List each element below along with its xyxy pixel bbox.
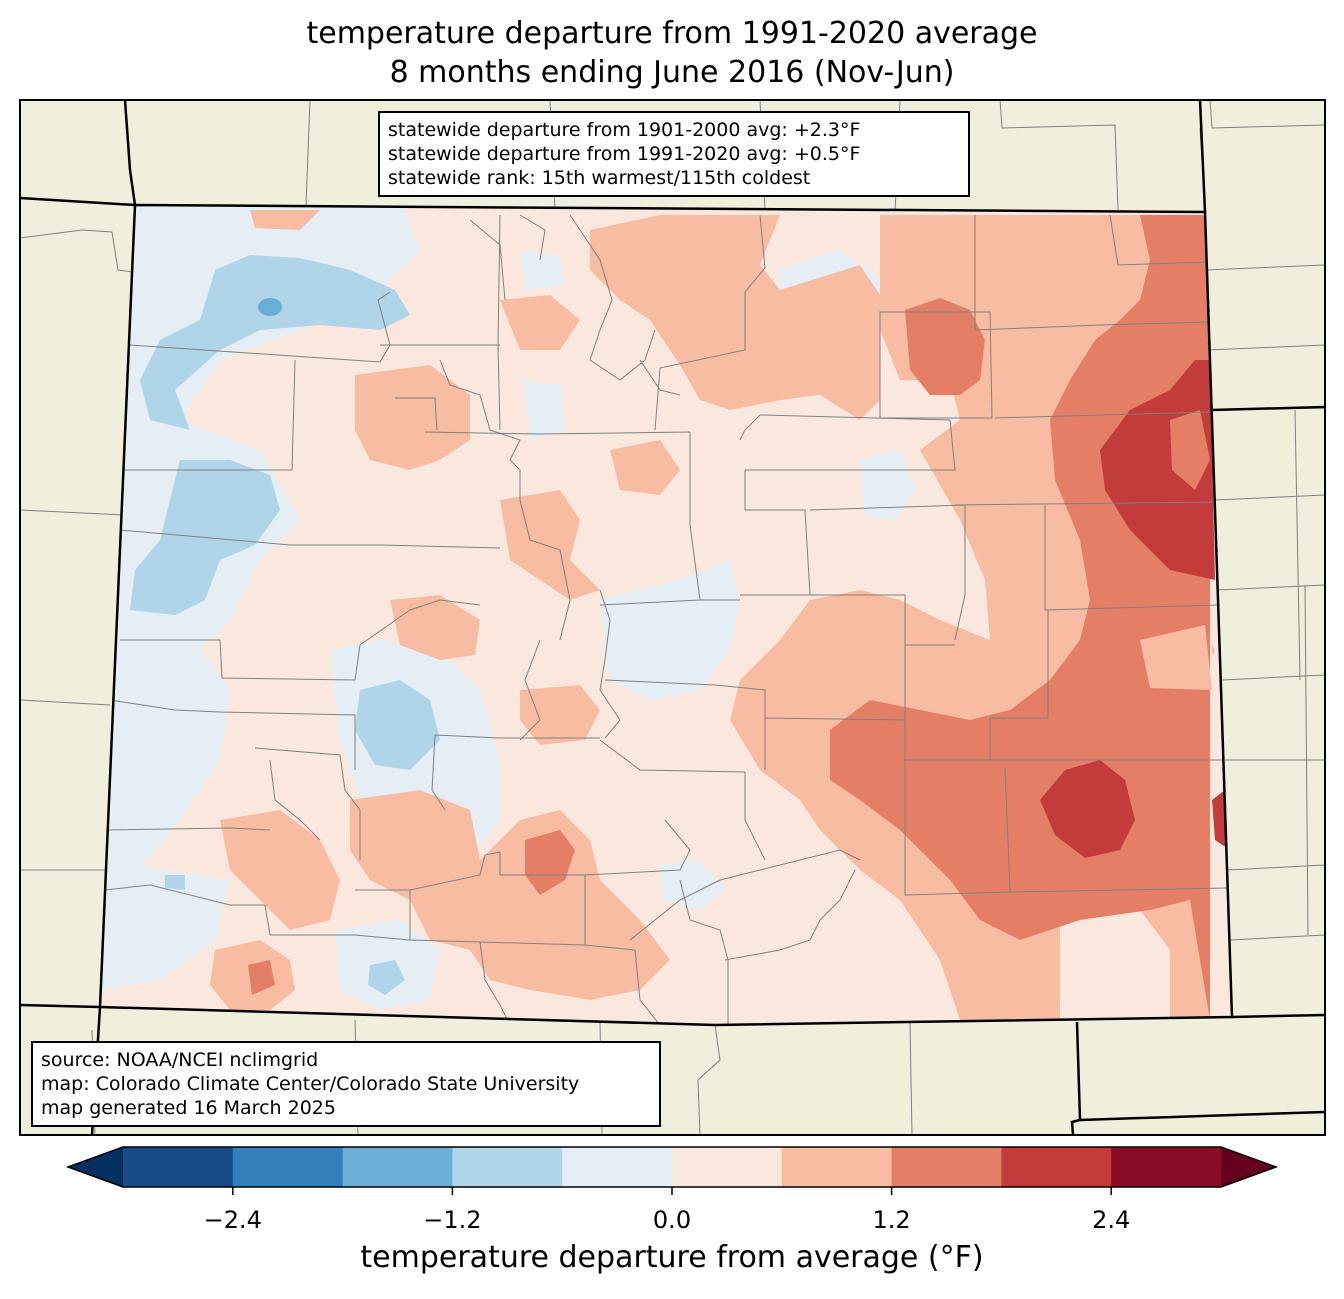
- county-lines: [104, 214, 1231, 1025]
- source-box: source: NOAA/NCEI nclimgrid map: Colorad…: [31, 1041, 661, 1127]
- colorbar-tick-label: −2.4: [203, 1206, 262, 1234]
- colorbar-tick-label: −1.2: [423, 1206, 482, 1234]
- colorbar-segment: [342, 1147, 453, 1187]
- colorbar-segment: [562, 1147, 673, 1187]
- map-title: temperature departure from 1991-2020 ave…: [306, 16, 1038, 51]
- stats-departure-1901-2000: statewide departure from 1901-2000 avg: …: [388, 119, 861, 141]
- generated-date-line: map generated 16 March 2025: [41, 1097, 336, 1119]
- stats-departure-1991-2020: statewide departure from 1991-2020 avg: …: [388, 143, 861, 165]
- colorbar-segment: [781, 1147, 893, 1187]
- map-frame: [19, 99, 1326, 1136]
- colorbar-segment: [891, 1147, 1002, 1187]
- statewide-stats-box: statewide departure from 1901-2000 avg: …: [378, 111, 970, 197]
- colorbar-under-arrow: [68, 1147, 123, 1187]
- colorbar-tick-label: 0.0: [652, 1206, 692, 1234]
- colorbar-segment: [1111, 1147, 1222, 1187]
- map-credit-line: map: Colorado Climate Center/Colorado St…: [41, 1073, 580, 1095]
- colorbar-segment: [672, 1147, 783, 1187]
- colorbar-segment: [1001, 1147, 1112, 1187]
- colorbar-segment: [232, 1147, 344, 1187]
- colorbar-segment: [452, 1147, 563, 1187]
- temperature-field: [100, 205, 1232, 1025]
- colorbar: [65, 1146, 1279, 1195]
- stats-rank: statewide rank: 15th warmest/115th colde…: [388, 167, 811, 189]
- colorbar-outline: [65, 1146, 1279, 1188]
- source-line: source: NOAA/NCEI nclimgrid: [41, 1049, 319, 1071]
- colorbar-tick-label: 2.4: [1092, 1206, 1131, 1234]
- map-subtitle: 8 months ending June 2016 (Nov-Jun): [389, 55, 955, 90]
- colorbar-over-arrow: [1221, 1147, 1276, 1187]
- colorbar-label: temperature departure from average (°F): [360, 1240, 984, 1275]
- colorbar-segment: [123, 1147, 234, 1187]
- colorado-temperature-map: [19, 99, 1326, 1136]
- colorbar-tick-label: 1.2: [872, 1206, 911, 1234]
